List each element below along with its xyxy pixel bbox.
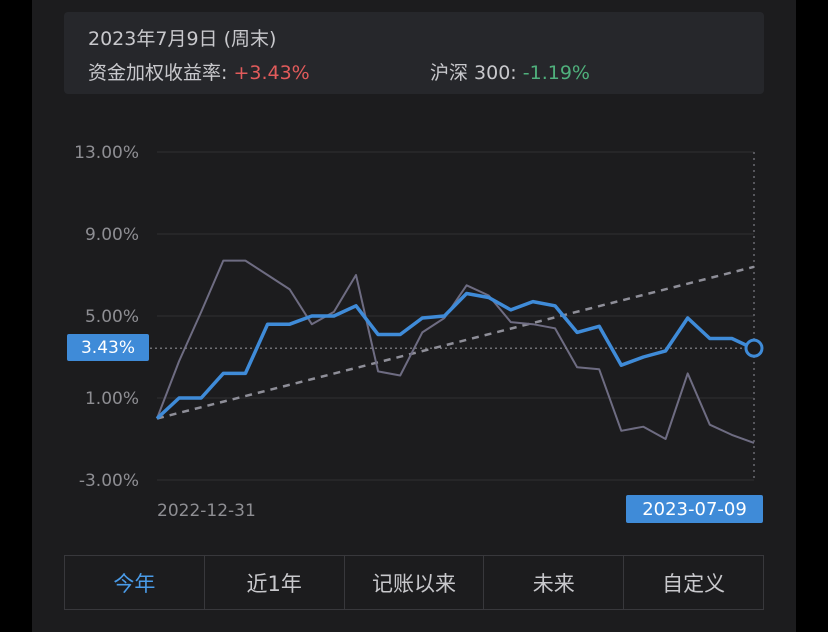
tab-last-1-year[interactable]: 近1年 — [205, 556, 345, 609]
y-tick-label: 9.00% — [85, 225, 139, 245]
return-label: 资金加权收益率: — [88, 62, 228, 84]
tab-label: 今年 — [113, 571, 156, 596]
current-point-marker — [744, 338, 764, 358]
info-card: 2023年7月9日 (周末) 资金加权收益率: +3.43% 沪深 300: -… — [64, 12, 764, 94]
y-tick-label: 1.00% — [85, 389, 139, 409]
return-value: +3.43% — [233, 62, 310, 84]
y-tick-label: 5.00% — [85, 307, 139, 327]
current-value-badge: 3.43% — [67, 334, 149, 361]
return-summary: 资金加权收益率: +3.43% — [88, 58, 310, 85]
trend-line — [156, 265, 755, 420]
tab-custom[interactable]: 自定义 — [624, 556, 763, 609]
tab-since-start[interactable]: 记账以来 — [345, 556, 485, 609]
tab-label: 未来 — [532, 571, 575, 596]
tab-this-year[interactable]: 今年 — [65, 556, 205, 609]
tab-label: 近1年 — [246, 571, 302, 596]
benchmark-line — [156, 259, 755, 444]
index-label: 沪深 300: — [430, 62, 517, 84]
info-date: 2023年7月9日 (周末) — [88, 28, 277, 50]
current-date-badge: 2023-07-09 — [626, 495, 763, 523]
portfolio-line — [155, 291, 755, 420]
tab-label: 自定义 — [662, 571, 726, 596]
index-summary: 沪深 300: -1.19% — [430, 58, 590, 85]
index-value: -1.19% — [522, 62, 590, 84]
tab-label: 记账以来 — [371, 571, 456, 596]
y-tick-label: 13.00% — [74, 143, 139, 163]
x-tick-label: 2022-12-31 — [157, 501, 256, 521]
y-tick-label: -3.00% — [79, 471, 139, 491]
tab-future[interactable]: 未来 — [484, 556, 625, 609]
range-tabs: 今年 近1年 记账以来 未来 自定义 — [64, 555, 764, 610]
